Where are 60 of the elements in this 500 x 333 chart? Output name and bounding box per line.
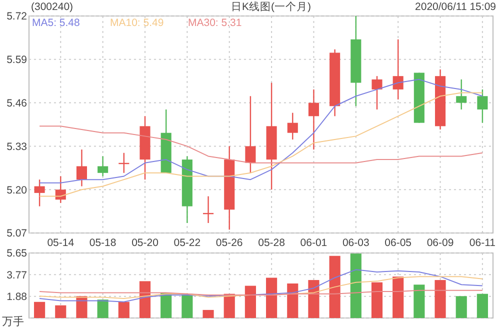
bar: [350, 254, 362, 318]
bar: [97, 300, 108, 318]
bar: [55, 305, 66, 318]
y-tick-label: 5.33: [6, 140, 28, 153]
candlestick: [372, 75, 382, 110]
bar: [266, 278, 278, 318]
candlestick: [392, 38, 404, 100]
bar: [76, 296, 88, 318]
bar: [139, 281, 151, 318]
x-tick-label: 05-18: [89, 237, 116, 249]
y-tick-label: 5.65: [6, 248, 28, 260]
bar: [182, 294, 193, 318]
y-tick-label: 5.59: [6, 54, 28, 66]
y-axis-title: 万手: [2, 315, 24, 328]
x-tick-label: 05-14: [47, 237, 74, 249]
candlestick: [76, 148, 87, 187]
text: MA10: 5.49: [110, 17, 164, 29]
bar: [34, 302, 46, 318]
line-series: [39, 269, 483, 302]
text: 2020/06/11 15:09: [415, 1, 496, 13]
x-tick-label: 06-03: [342, 237, 370, 249]
bar: [287, 283, 298, 318]
bar: [308, 280, 320, 318]
x-tick-label: 05-20: [132, 237, 159, 249]
y-tick-label: 5.07: [6, 228, 28, 240]
candlestick: [98, 156, 108, 177]
candlestick: [34, 178, 45, 207]
candlestick: [245, 96, 256, 174]
bar: [244, 286, 256, 318]
text: MA30: 5.31: [188, 17, 242, 29]
x-tick-label: 05-28: [258, 237, 286, 249]
bar: [202, 310, 214, 318]
candlestick: [287, 112, 298, 140]
x-tick-label: 06-05: [384, 237, 412, 249]
y-tick-label: 1.88: [6, 291, 28, 304]
bar: [329, 256, 340, 318]
bar: [371, 282, 383, 318]
chart-title: 日K线图(一个月): [231, 0, 311, 13]
bar: [392, 276, 404, 318]
x-tick-label: 05-22: [174, 237, 201, 249]
bar: [224, 294, 235, 318]
x-tick-label: 06-11: [469, 237, 496, 249]
y-tick-label: 5.72: [6, 10, 28, 23]
candlestick: [477, 88, 488, 124]
text: (300240): [31, 1, 74, 13]
candlestick: [456, 78, 467, 110]
bar: [414, 284, 425, 318]
y-tick-label: 5.46: [6, 97, 28, 110]
y-tick-label: 5.20: [6, 184, 28, 196]
text: MA5: 5.48: [32, 17, 80, 29]
y-tick-label: 3.77: [6, 269, 28, 282]
candlestick: [308, 88, 319, 150]
x-tick-label: 06-09: [426, 237, 454, 249]
x-tick-label: 06-01: [300, 237, 328, 249]
bar: [118, 302, 130, 318]
bar: [456, 296, 467, 318]
bar: [434, 280, 446, 318]
x-tick-label: 05-26: [216, 237, 243, 249]
line-series: [39, 126, 483, 164]
bar: [476, 294, 488, 318]
